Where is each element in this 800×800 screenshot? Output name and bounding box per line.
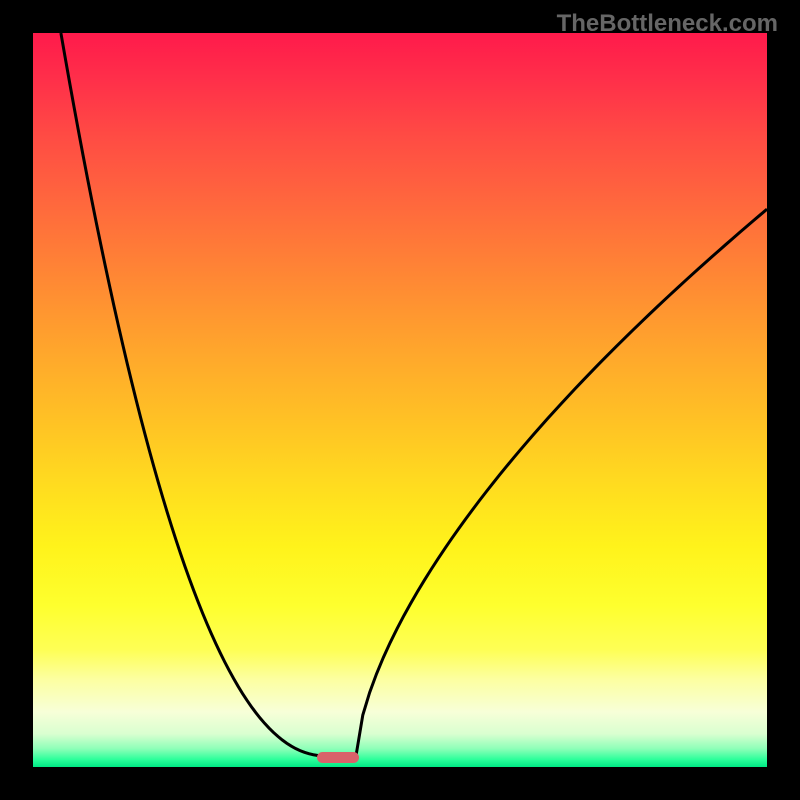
plot-area	[33, 33, 767, 767]
watermark-text: TheBottleneck.com	[557, 10, 778, 38]
optimal-marker	[317, 752, 359, 764]
bottleneck-curve	[33, 33, 767, 767]
chart-container: TheBottleneck.com	[0, 0, 800, 800]
